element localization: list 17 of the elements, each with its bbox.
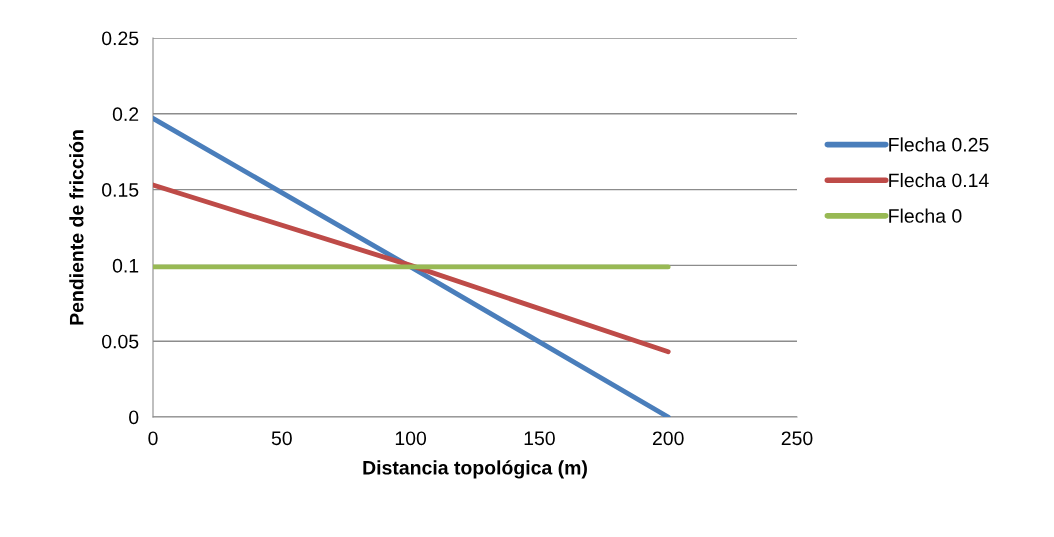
x-tick-label: 200 [652,431,684,446]
x-tick-label: 50 [271,431,292,446]
x-tick-label: 150 [524,431,555,446]
y-tick-label: 0.15 [102,183,139,197]
y-tick-label: 0.25 [102,31,139,46]
x-axis-title: Distancia topológica (m) [363,460,587,479]
x-tick-label: 100 [395,431,427,446]
x-tick-label: 0 [148,431,158,446]
legend-label: Flecha 0.25 [889,137,989,152]
legend-label: Flecha 0 [889,208,962,223]
y-tick-label: 0.2 [112,107,139,122]
y-tick-label: 0.1 [112,258,139,273]
legend-label: Flecha 0.14 [889,172,989,188]
y-tick-label: 0 [129,410,139,425]
y-tick-label: 0.05 [102,334,139,349]
x-tick-label: 250 [781,431,813,446]
y-axis-title: Pendiente de fricción [69,130,84,325]
